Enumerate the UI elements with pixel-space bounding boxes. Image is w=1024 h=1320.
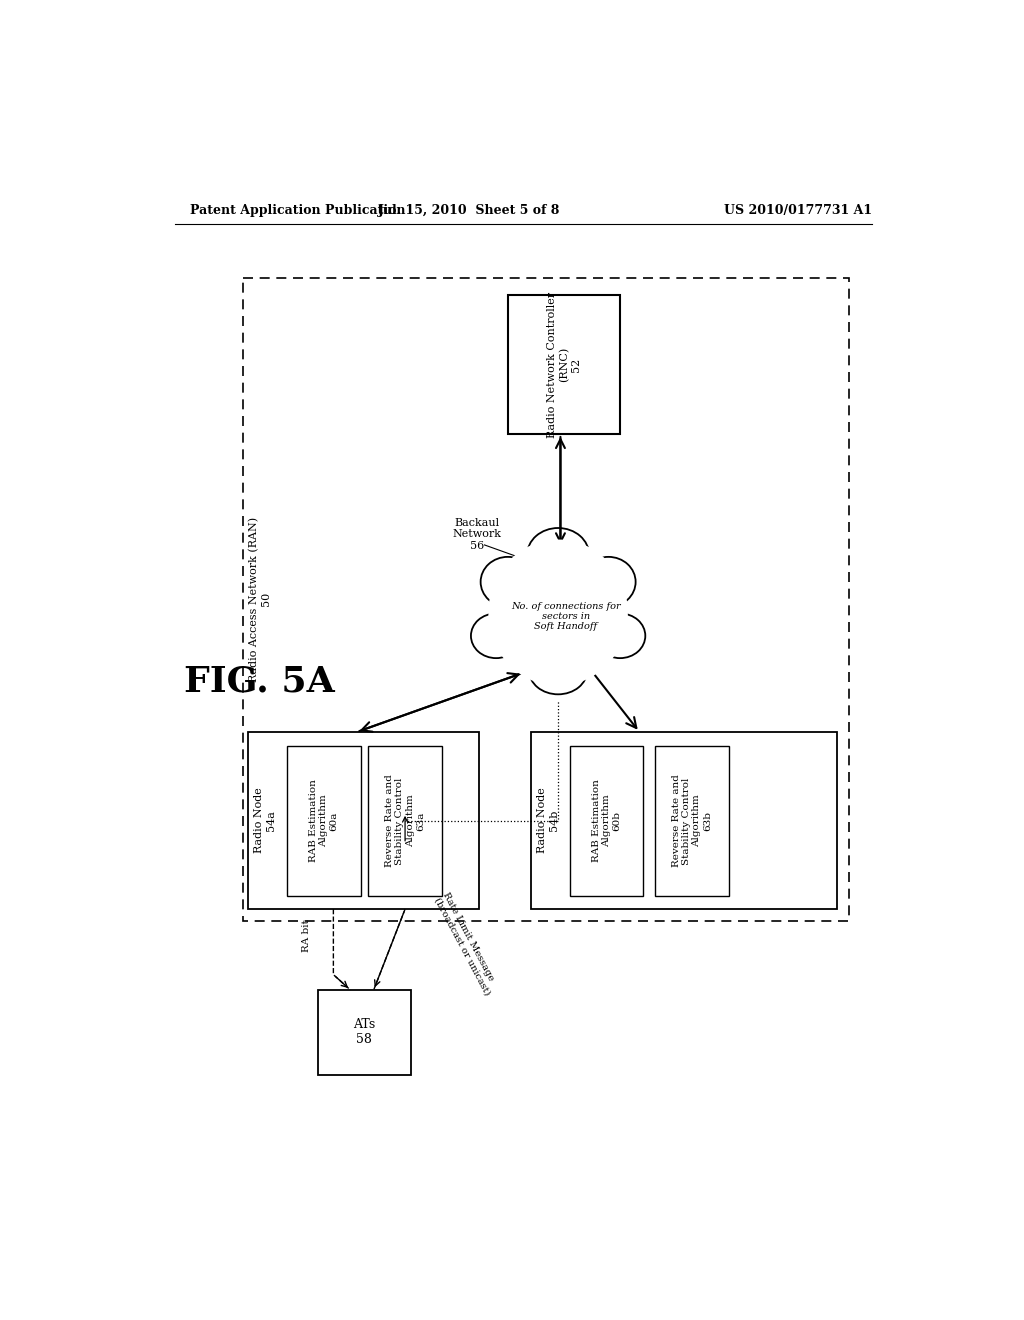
Text: Jul. 15, 2010  Sheet 5 of 8: Jul. 15, 2010 Sheet 5 of 8 [378,205,560,218]
Ellipse shape [529,647,587,694]
Text: Backaul
Network
56: Backaul Network 56 [453,517,502,550]
Text: ATs
58: ATs 58 [353,1018,376,1047]
Bar [569,746,643,896]
Text: RAB Estimation
Algorithm
60a: RAB Estimation Algorithm 60a [309,780,339,862]
Text: RAB Estimation
Algorithm
60b: RAB Estimation Algorithm 60b [592,780,622,862]
Ellipse shape [488,540,628,686]
Ellipse shape [477,524,640,701]
Text: Reverse Rate and
Stability Control
Algorithm
63a: Reverse Rate and Stability Control Algor… [385,775,425,867]
Bar [655,746,729,896]
Bar [243,277,849,921]
Bar [508,296,621,434]
Ellipse shape [471,614,521,659]
Text: Reverse Rate and
Stability Control
Algorithm
63b: Reverse Rate and Stability Control Algor… [672,775,712,867]
Text: RA bit: RA bit [302,920,310,953]
Text: No. of connections for
sectors in
Soft Handoff: No. of connections for sectors in Soft H… [511,602,621,631]
Bar [317,990,411,1074]
Ellipse shape [595,614,645,659]
Ellipse shape [582,557,636,607]
Ellipse shape [527,528,589,582]
Text: FIG. 5A: FIG. 5A [183,665,335,700]
Text: Radio Node
54b: Radio Node 54b [538,788,559,854]
Text: US 2010/0177731 A1: US 2010/0177731 A1 [724,205,872,218]
Bar [369,746,442,896]
Bar [287,746,360,896]
Text: Rate Limit Message
(broadcast or unicast): Rate Limit Message (broadcast or unicast… [432,891,501,997]
Ellipse shape [480,557,535,607]
Text: Radio Access Network (RAN)
50: Radio Access Network (RAN) 50 [249,516,270,682]
Text: Radio Node
54a: Radio Node 54a [254,788,276,854]
Bar [531,733,838,909]
Bar [248,733,479,909]
Text: Patent Application Publication: Patent Application Publication [190,205,406,218]
Text: Radio Network Controller
(RNC)
52: Radio Network Controller (RNC) 52 [547,292,581,438]
